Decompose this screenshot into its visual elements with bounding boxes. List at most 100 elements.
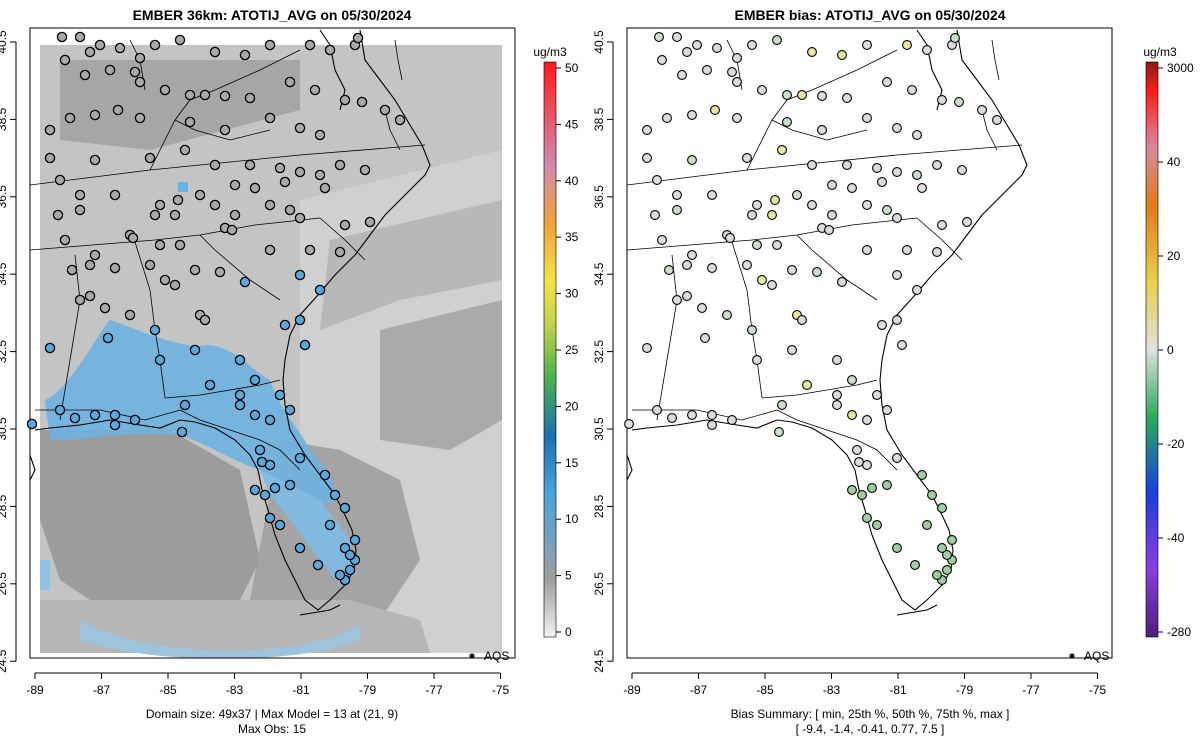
bias-site-marker bbox=[752, 240, 762, 250]
bias-site-marker bbox=[852, 445, 862, 455]
bias-site-marker bbox=[897, 340, 907, 350]
aqs-site-marker bbox=[179, 144, 191, 156]
bias-site-marker bbox=[747, 210, 757, 220]
bias-site-marker bbox=[757, 275, 767, 285]
aqs-site-marker bbox=[209, 46, 221, 58]
bias-site-marker bbox=[642, 343, 652, 353]
aqs-site-marker bbox=[324, 519, 336, 531]
aqs-site-marker bbox=[194, 189, 206, 201]
aqs-site-marker bbox=[209, 199, 221, 211]
bias-site-marker bbox=[877, 177, 887, 187]
bias-site-marker bbox=[767, 280, 777, 290]
bias-site-marker bbox=[707, 420, 717, 430]
aqs-site-marker bbox=[26, 418, 38, 430]
right-lon-tick-label: -89 bbox=[623, 683, 641, 697]
aqs-site-marker bbox=[59, 234, 71, 246]
right-monitor-markers bbox=[624, 32, 1002, 585]
aqs-site-marker bbox=[204, 379, 216, 391]
bias-site-marker bbox=[992, 115, 1002, 125]
aqs-site-marker bbox=[199, 89, 211, 101]
bias-site-marker bbox=[700, 333, 710, 343]
bias-site-marker bbox=[702, 65, 712, 75]
aqs-site-marker bbox=[149, 324, 161, 336]
bias-site-marker bbox=[957, 165, 967, 175]
bias-site-marker bbox=[847, 410, 857, 420]
bias-site-marker bbox=[752, 200, 762, 210]
bias-site-marker bbox=[807, 160, 817, 170]
bias-site-marker bbox=[907, 85, 917, 95]
bias-site-marker bbox=[927, 490, 937, 500]
aqs-site-marker bbox=[309, 84, 321, 96]
left-colorbar-tick-label: 40 bbox=[565, 174, 579, 188]
aqs-site-marker bbox=[134, 112, 146, 124]
left-lat-tick-label: 36.5 bbox=[0, 185, 9, 209]
bias-site-marker bbox=[857, 490, 867, 500]
aqs-site-marker bbox=[284, 479, 296, 491]
bias-site-marker bbox=[677, 70, 687, 80]
bias-site-marker bbox=[827, 210, 837, 220]
aqs-site-marker bbox=[274, 389, 286, 401]
right-lat-tick-label: 38.5 bbox=[592, 107, 606, 131]
aqs-site-marker bbox=[169, 279, 181, 291]
bias-site-marker bbox=[687, 155, 697, 165]
right-lon-tick-label: -87 bbox=[690, 683, 708, 697]
right-plot-frame bbox=[626, 27, 1113, 659]
aqs-site-marker bbox=[344, 549, 356, 561]
aqs-site-marker bbox=[259, 489, 271, 501]
aqs-site-marker bbox=[102, 332, 114, 344]
bias-site-marker bbox=[832, 390, 842, 400]
bias-site-marker bbox=[932, 247, 942, 257]
aqs-site-marker bbox=[154, 354, 166, 366]
left-lat-tick-label: 30.5 bbox=[0, 417, 9, 441]
aqs-site-marker bbox=[159, 274, 171, 286]
aqs-site-marker bbox=[319, 469, 331, 481]
aqs-site-marker bbox=[109, 419, 121, 431]
left-colorbar-tick-label: 50 bbox=[565, 61, 579, 75]
right-lon-tick-label: -79 bbox=[956, 683, 974, 697]
aqs-site-marker bbox=[149, 39, 161, 51]
bias-site-marker bbox=[692, 40, 702, 50]
right-colorbar-tick-label: 3000 bbox=[1167, 61, 1194, 75]
aqs-site-marker bbox=[54, 404, 66, 416]
bias-site-marker bbox=[882, 77, 892, 87]
bias-site-marker bbox=[877, 320, 887, 330]
right-panel-title: EMBER bias: ATOTIJ_AVG on 05/30/2024 bbox=[734, 7, 1005, 23]
aqs-site-marker bbox=[219, 90, 231, 102]
bias-site-marker bbox=[642, 125, 652, 135]
aqs-site-marker bbox=[312, 559, 324, 571]
aqs-site-marker bbox=[284, 76, 296, 88]
left-lat-tick-label: 26.5 bbox=[0, 572, 9, 596]
bias-site-marker bbox=[902, 245, 912, 255]
bias-site-marker bbox=[812, 267, 822, 277]
right-footer-line2: [ -9.4, -1.4, -0.41, 0.77, 7.5 ] bbox=[796, 722, 945, 736]
aqs-site-marker bbox=[66, 264, 78, 276]
bias-site-marker bbox=[732, 77, 742, 87]
bias-site-marker bbox=[770, 195, 780, 205]
bias-site-marker bbox=[777, 145, 787, 155]
aqs-site-marker bbox=[359, 164, 371, 176]
bias-site-marker bbox=[652, 175, 662, 185]
bias-site-marker bbox=[742, 153, 752, 163]
aqs-site-marker bbox=[74, 189, 86, 201]
bias-site-marker bbox=[862, 415, 872, 425]
bias-site-marker bbox=[882, 480, 892, 490]
bias-site-marker bbox=[797, 315, 807, 325]
aqs-site-marker bbox=[109, 409, 121, 421]
left-lon-tick-label: -75 bbox=[492, 683, 510, 697]
aqs-site-marker bbox=[94, 39, 106, 51]
aqs-site-marker bbox=[234, 389, 246, 401]
aqs-site-marker bbox=[209, 159, 221, 171]
aqs-site-marker bbox=[249, 484, 261, 496]
bias-site-marker bbox=[910, 560, 920, 570]
aqs-site-marker bbox=[104, 64, 116, 76]
aqs-site-marker bbox=[249, 374, 261, 386]
bias-site-marker bbox=[817, 91, 827, 101]
aqs-site-marker bbox=[319, 182, 331, 194]
bias-site-marker bbox=[672, 32, 682, 42]
bias-site-marker bbox=[847, 375, 857, 385]
bias-site-marker bbox=[937, 503, 947, 513]
right-lat-tick-label: 34.5 bbox=[592, 262, 606, 286]
bias-site-marker bbox=[832, 355, 842, 365]
bias-site-marker bbox=[892, 543, 902, 553]
